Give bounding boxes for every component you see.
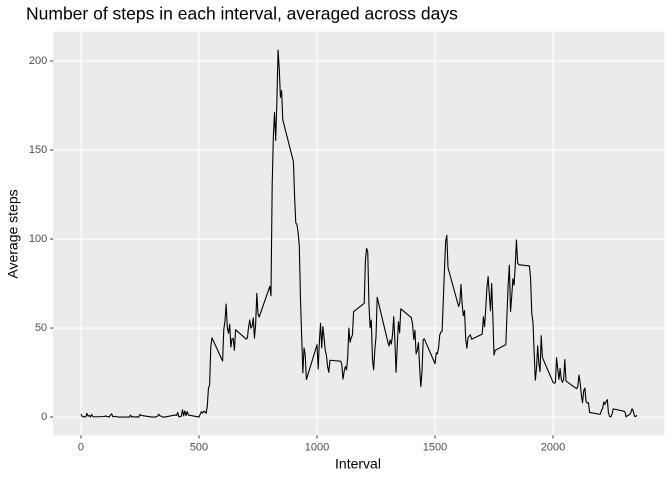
chart-title: Number of steps in each interval, averag… [26,4,458,24]
x-tick-label: 500 [190,441,208,453]
x-tick-label: 1500 [423,441,447,453]
x-tick-label: 0 [78,441,84,453]
x-axis-title: Interval [335,456,381,472]
y-tick-label: 100 [29,233,47,245]
data-line [80,49,638,418]
y-tick-label: 50 [35,322,47,334]
x-tick-label: 1000 [305,441,329,453]
x-tick-label: 2000 [541,441,565,453]
plot-panel [53,31,665,436]
y-tick-label: 200 [29,55,47,67]
y-tick-label: 0 [41,411,47,423]
y-tick-label: 150 [29,144,47,156]
y-axis-title: Average steps [5,189,21,278]
